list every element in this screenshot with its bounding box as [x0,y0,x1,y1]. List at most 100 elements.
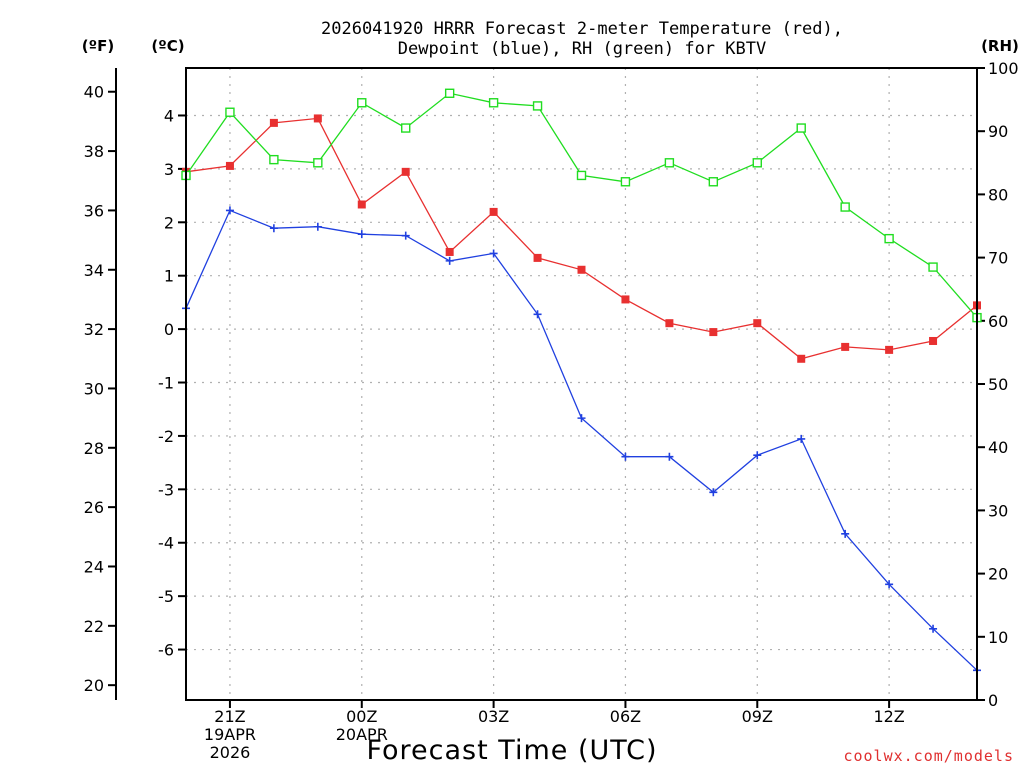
temperature-point [401,167,410,176]
rh-point [796,123,806,133]
rh-point [313,158,323,168]
dewpoint-point [885,580,894,589]
time-tick-label: 21Z [214,707,245,726]
celsius-tick-label: 0 [164,320,174,339]
rh-tick-label: 20 [988,565,1008,584]
temperature-point [797,354,806,363]
grid-lines [186,68,977,700]
dewpoint-point [841,529,850,538]
fahrenheit-tick-label: 28 [84,439,104,458]
celsius-tick-label: -6 [158,641,174,660]
dewpoint-point [445,256,454,265]
rh-tick-label: 10 [988,628,1008,647]
fahrenheit-tick-label: 22 [84,617,104,636]
rh-unit-label: (RH) [981,37,1019,55]
rh-point [532,101,543,111]
time-tick-label: 00Z [346,707,377,726]
temperature-point [709,328,718,337]
fahrenheit-tick-label: 40 [84,83,104,102]
temperature-point [621,295,630,304]
dewpoint-point [533,310,542,319]
temperature-line [185,117,978,360]
rh-point [752,158,762,168]
time-tick-label: 09Z [742,707,773,726]
rh-tick-label: 40 [988,438,1008,457]
rh-point [401,123,411,133]
rh-point [840,202,850,212]
dewpoint-point [357,230,366,239]
rh-axis: 0 10 20 30 40 50 60 70 80 90 100 [977,59,1019,710]
celsius-tick-label: 3 [164,160,174,179]
plot-frame [185,67,978,701]
time-tick-label: 20APR [336,725,388,744]
rh-point [576,170,587,181]
time-tick-label: 06Z [610,707,641,726]
rh-point [620,177,631,187]
time-tick-label: 2026 [210,743,251,762]
celsius-tick-label: -2 [158,427,174,446]
temperature-point [445,247,454,256]
celsius-unit-label: (ºC) [151,37,184,55]
rh-point [884,233,894,244]
fahrenheit-tick-label: 32 [84,320,104,339]
dewpoint-point [577,414,586,423]
time-tick-label: 03Z [478,707,509,726]
fahrenheit-tick-label: 26 [84,498,104,517]
temperature-point [489,207,498,216]
celsius-tick-label: -1 [158,374,174,393]
rh-point [708,177,719,187]
dewpoint-point [709,488,718,497]
rh-point [269,154,279,165]
rh-tick-label: 60 [988,312,1008,331]
dewpoint-point [401,231,410,240]
rh-point [664,158,675,168]
temperature-point [269,118,278,127]
celsius-tick-label: 4 [164,106,174,125]
temperature-point [225,161,234,170]
rh-point [357,98,367,108]
dewpoint-point [753,451,762,460]
chart-title-line-1: 2026041920 HRRR Forecast 2-meter Tempera… [321,19,843,39]
temperature-point [929,336,938,345]
rh-tick-label: 70 [988,249,1008,268]
fahrenheit-tick-label: 30 [84,379,104,398]
rh-point [225,107,235,117]
rh-tick-label: 30 [988,501,1008,520]
temperature-point [753,319,762,328]
rh-tick-label: 90 [988,122,1008,141]
dewpoint-line [185,209,978,671]
site-credit: coolwx.com/models [843,747,1014,765]
celsius-tick-label: 1 [164,267,174,286]
dewpoint-point [929,624,938,633]
fahrenheit-tick-label: 34 [84,261,104,280]
temperature-point [313,114,322,123]
rh-point [444,88,455,98]
dewpoint-point [621,452,630,461]
chart-title-line-2: Dewpoint (blue), RH (green) for KBTV [398,39,766,59]
series-layer [181,88,982,675]
time-tick-label: 12Z [873,707,904,726]
celsius-tick-label: -4 [158,534,174,553]
rh-tick-label: 80 [988,185,1008,204]
celsius-tick-label: -5 [158,587,174,606]
dewpoint-point [225,206,234,215]
rh-point [928,262,938,272]
rh-line [185,92,978,319]
rh-tick-label: 0 [988,691,998,710]
temperature-point [885,345,894,354]
time-tick-label: 19APR [204,725,256,744]
temperature-point [533,253,542,262]
rh-tick-label: 50 [988,375,1008,394]
dewpoint-point [489,249,498,258]
x-axis-title: Forecast Time (UTC) [366,735,657,766]
rh-point [488,98,499,108]
dewpoint-point [269,224,278,233]
rh-tick-label: 100 [988,59,1019,78]
dewpoint-point [313,222,322,231]
fahrenheit-tick-label: 20 [84,676,104,695]
dewpoint-point [797,434,806,443]
temperature-point [357,200,366,209]
temperature-point [577,265,586,274]
